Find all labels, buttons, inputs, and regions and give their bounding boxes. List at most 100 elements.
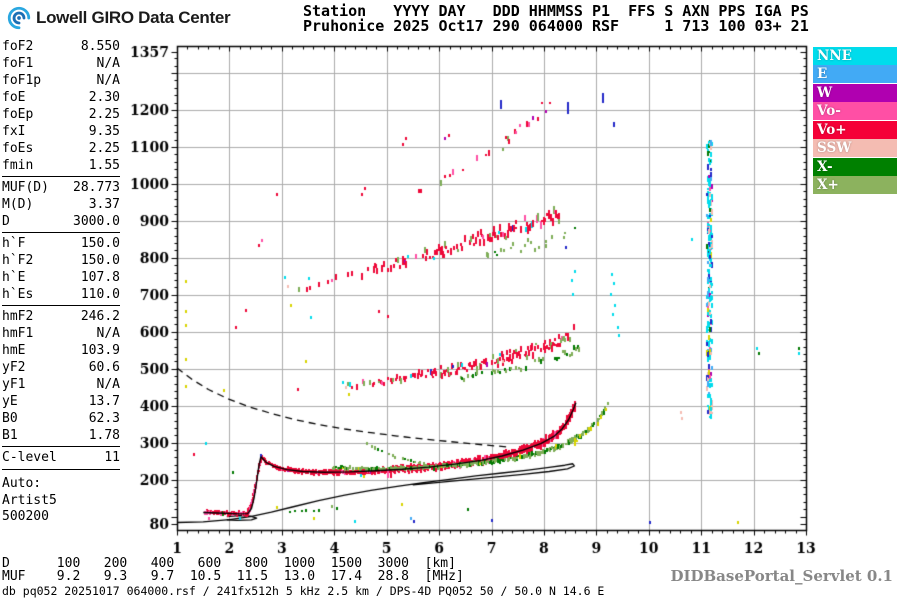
param-label: MUF(D) (2, 180, 49, 195)
param-label: B1 (2, 428, 18, 443)
param-label: foEs (2, 141, 34, 156)
param-label: h`E (2, 270, 26, 285)
param-label: foF1p (2, 73, 42, 88)
param-row-hmF2: hmF2 246.2 (2, 308, 120, 325)
param-label: h`F2 (2, 253, 34, 268)
param-label: D (2, 214, 10, 229)
param-label: h`Es (2, 287, 34, 302)
param-value: 28.773 (73, 180, 120, 195)
param-row-foEp: foEp 2.25 (2, 106, 120, 123)
param-value: 2.30 (88, 90, 120, 105)
param-group: MUF(D) 28.773 M(D) 3.37 D 3000.0 (2, 176, 120, 230)
legend-item-X: X- (813, 157, 897, 176)
param-value: 150.0 (80, 236, 120, 251)
servlet-version-label: DIDBasePortal_Servlet 0.1 (670, 567, 893, 585)
measurement-info-row: db pq052 20251017 064000.rsf / 241fx512h… (2, 584, 605, 598)
param-label: yE (2, 394, 18, 409)
param-row-h-Es: h`Es 110.0 (2, 286, 120, 303)
giro-logo: Lowell GIRO Data Center (6, 5, 231, 31)
legend-item-E: E (813, 65, 897, 84)
param-value: 9.35 (88, 124, 120, 139)
param-value: 103.9 (80, 343, 120, 358)
param-label: foEp (2, 107, 34, 122)
param-group: foF2 8.550 foF1 N/A foF1p N/A foE 2.30 foEp 2.25 f… (2, 38, 120, 174)
param-value: N/A (96, 326, 120, 341)
param-group: h`F 150.0 h`F2 150.0 h`E 107.8 h`Es 110.0 (2, 232, 120, 303)
param-value: 150.0 (80, 253, 120, 268)
param-value: N/A (96, 73, 120, 88)
param-row-B0: B0 62.3 (2, 410, 120, 427)
param-value: N/A (96, 377, 120, 392)
param-value: 1.78 (88, 428, 120, 443)
param-value: 8.550 (80, 39, 120, 54)
param-label: h`F (2, 236, 26, 251)
param-label: B0 (2, 411, 18, 426)
param-row-foE: foE 2.30 (2, 89, 120, 106)
param-value: 2.25 (88, 141, 120, 156)
param-group: hmF2 246.2 hmF1 N/A hmE 103.9 yF2 60.6 yF1 N/A yE 1… (2, 305, 120, 444)
logo-text: Lowell GIRO Data Center (36, 8, 231, 27)
echo-direction-legend: NNE E W Vo- Vo+ SSW X- X+ (813, 47, 897, 195)
param-label: hmF2 (2, 309, 34, 324)
param-row-D: D 3000.0 (2, 213, 120, 230)
param-group: C-level 11 (2, 446, 120, 466)
param-value: N/A (96, 56, 120, 71)
giro-logo-icon (7, 6, 31, 30)
legend-item-Vo: Vo+ (813, 120, 897, 139)
legend-item-X: X+ (813, 176, 897, 195)
param-row-foF1p: foF1p N/A (2, 72, 120, 89)
param-value: 62.3 (88, 411, 120, 426)
param-row-h-F2: h`F2 150.0 (2, 252, 120, 269)
param-row-h-E: h`E 107.8 (2, 269, 120, 286)
param-label: foF1 (2, 56, 34, 71)
d-muf-table: D 100 200 400 600 800 1000 1500 3000 [km… (2, 557, 464, 583)
param-label: fmin (2, 158, 34, 173)
d-row: D 100 200 400 600 800 1000 1500 3000 [km… (2, 556, 456, 571)
param-row-hmF1: hmF1 N/A (2, 325, 120, 342)
param-value: 110.0 (80, 287, 120, 302)
station-header-line2: Pruhonice 2025 Oct17 290 064000 RSF 1 71… (303, 17, 809, 35)
param-row-yF2: yF2 60.6 (2, 359, 120, 376)
param-row-hmE: hmE 103.9 (2, 342, 120, 359)
param-row-foF2: foF2 8.550 (2, 38, 120, 55)
param-label: hmF1 (2, 326, 34, 341)
param-value: 1.55 (88, 158, 120, 173)
param-value: 3000.0 (73, 214, 120, 229)
param-row-yE: yE 13.7 (2, 393, 120, 410)
parameter-panel: foF2 8.550 foF1 N/A foF1p N/A foE 2.30 foEp 2.25 f… (2, 38, 120, 526)
legend-item-Vo: Vo- (813, 102, 897, 121)
legend-item-W: W (813, 83, 897, 102)
param-value: 2.25 (88, 107, 120, 122)
legend-item-NNE: NNE (813, 47, 897, 65)
param-value: 3.37 (88, 197, 120, 212)
param-row-M-D-: M(D) 3.37 (2, 196, 120, 213)
legend-item-SSW: SSW (813, 139, 897, 158)
param-row-fmin: fmin 1.55 (2, 157, 120, 174)
param-row-MUF-D-: MUF(D) 28.773 (2, 179, 120, 196)
param-row-foEs: foEs 2.25 (2, 140, 120, 157)
muf-row: MUF 9.2 9.3 9.7 10.5 11.5 13.0 17.4 28.8… (2, 569, 464, 584)
param-row-foF1: foF1 N/A (2, 55, 120, 72)
param-label: hmE (2, 343, 26, 358)
param-row-C-level: C-level 11 (2, 449, 120, 466)
station-header-line1: Station YYYY DAY DDD HHMMSS P1 FFS S AXN… (303, 2, 809, 20)
autoscaling-info: Auto: Artist5 500200 (2, 469, 120, 526)
param-label: fxI (2, 124, 26, 139)
param-value: 13.7 (88, 394, 120, 409)
param-row-B1: B1 1.78 (2, 427, 120, 444)
param-row-fxI: fxI 9.35 (2, 123, 120, 140)
param-value: 107.8 (80, 270, 120, 285)
param-row-yF1: yF1 N/A (2, 376, 120, 393)
param-row-h-F: h`F 150.0 (2, 235, 120, 252)
param-value: 60.6 (88, 360, 120, 375)
param-label: yF2 (2, 360, 26, 375)
param-label: yF1 (2, 377, 26, 392)
param-label: foE (2, 90, 26, 105)
param-label: C-level (2, 450, 57, 465)
param-label: M(D) (2, 197, 34, 212)
param-value: 246.2 (80, 309, 120, 324)
param-value: 11 (104, 450, 120, 465)
param-label: foF2 (2, 39, 34, 54)
